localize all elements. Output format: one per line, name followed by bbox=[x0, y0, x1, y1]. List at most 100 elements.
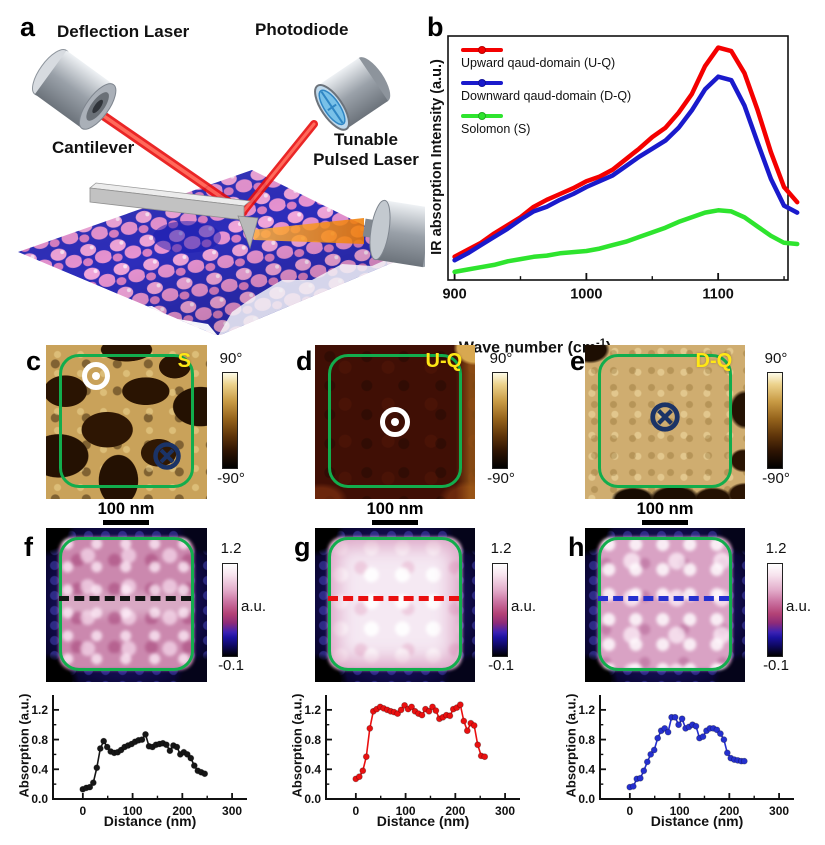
profile-chart-uq-svg: 0 100 200 300 0.0 0.4 0.8 1.2 bbox=[304, 695, 520, 818]
svg-text:1000: 1000 bbox=[570, 287, 602, 303]
pfm-image-uq: U-Q bbox=[315, 345, 475, 499]
svg-text:200: 200 bbox=[719, 804, 739, 818]
legend-line-green bbox=[461, 112, 503, 120]
panel-letter-e: e bbox=[570, 346, 586, 376]
polarization-out-icon bbox=[81, 361, 110, 390]
pfm-image-dq: D-Q bbox=[585, 345, 745, 499]
phase-colorbar-e bbox=[767, 372, 783, 469]
svg-text:900: 900 bbox=[442, 287, 466, 303]
legend-marker-red bbox=[478, 46, 486, 54]
absorption-map-uq bbox=[315, 528, 475, 682]
legend-label-uq: Upward qaud-domain (U-Q) bbox=[461, 56, 616, 70]
panel-letter-d: d bbox=[296, 346, 313, 376]
scalebar-line-e bbox=[642, 520, 688, 525]
absorption-square-h bbox=[597, 537, 733, 670]
polarization-out-icon bbox=[380, 407, 410, 437]
profile-line-f bbox=[58, 595, 191, 601]
scalebar-line-d bbox=[372, 520, 418, 525]
legend-item-s: Solomon (S) bbox=[461, 112, 631, 136]
svg-text:100: 100 bbox=[670, 804, 690, 818]
capacitor-outline-g bbox=[327, 537, 463, 672]
scalebar-e: 100 nm bbox=[620, 500, 710, 525]
tunable-pulsed-laser-label: Tunable Pulsed Laser bbox=[313, 130, 419, 169]
profile-chart-s-svg: 0 100 200 300 0.0 0.4 0.8 1.2 bbox=[31, 695, 247, 818]
phase-colorbar-c bbox=[222, 372, 238, 469]
svg-text:300: 300 bbox=[495, 804, 515, 818]
scalebar-d: 100 nm bbox=[350, 500, 440, 525]
absorption-colorbar-h bbox=[767, 563, 783, 657]
scalebar-c: 100 nm bbox=[81, 500, 171, 525]
profile-g-ylabel: Absorption (a.u.) bbox=[289, 693, 305, 798]
phase-cbar-min-c: -90° bbox=[217, 470, 245, 487]
svg-text:200: 200 bbox=[445, 804, 465, 818]
svg-text:0.0: 0.0 bbox=[31, 792, 48, 806]
sample-surface bbox=[18, 170, 418, 336]
svg-text:300: 300 bbox=[222, 804, 242, 818]
b-y-axis-label: IR absorption Intensity (a.u.) bbox=[429, 59, 445, 255]
svg-text:200: 200 bbox=[172, 804, 192, 818]
scalebar-label-d: 100 nm bbox=[366, 500, 424, 518]
svg-text:0.8: 0.8 bbox=[31, 733, 48, 747]
panel-a-schematic: Deflection Laser Photodiode Cantilever T… bbox=[12, 12, 438, 336]
svg-text:1.2: 1.2 bbox=[31, 703, 48, 717]
profile-chart-uq: 0 100 200 300 0.0 0.4 0.8 1.2 Absorption (a.u.)… bbox=[288, 692, 538, 845]
phase-cbar-max-e: 90° bbox=[764, 350, 788, 367]
capacitor-outline-h bbox=[597, 537, 733, 672]
phase-cbar-min-e: -90° bbox=[762, 470, 790, 487]
panel-letter-a: a bbox=[20, 12, 36, 42]
domain-tag-s: S bbox=[177, 349, 191, 372]
scalebar-label-c: 100 nm bbox=[97, 500, 155, 518]
svg-text:0.8: 0.8 bbox=[578, 733, 595, 747]
deflection-laser-label: Deflection Laser bbox=[57, 22, 190, 41]
pfm-image-s: S bbox=[46, 345, 207, 499]
svg-text:0: 0 bbox=[627, 804, 634, 818]
svg-text:1100: 1100 bbox=[702, 287, 733, 303]
abs-cbar-max-g: 1.2 bbox=[490, 540, 512, 557]
panel-letter-f: f bbox=[24, 532, 33, 562]
profile-g-xlabel: Distance (nm) bbox=[376, 813, 470, 829]
profile-h-xlabel: Distance (nm) bbox=[650, 813, 744, 829]
cantilever-drawing bbox=[89, 182, 259, 250]
svg-text:0.4: 0.4 bbox=[304, 762, 321, 776]
profile-f-ylabel: Absorption (a.u.) bbox=[16, 693, 32, 798]
abs-cbar-max-f: 1.2 bbox=[220, 540, 242, 557]
photodiode-label: Photodiode bbox=[255, 20, 349, 39]
svg-text:100: 100 bbox=[396, 804, 416, 818]
legend-label-s: Solomon (S) bbox=[461, 122, 531, 136]
photodiode-drawing bbox=[314, 57, 391, 131]
absorption-map-s bbox=[46, 528, 207, 682]
profile-line-h bbox=[597, 595, 729, 601]
profile-f-xlabel: Distance (nm) bbox=[103, 813, 197, 829]
profile-chart-s: 0 100 200 300 0.0 0.4 0.8 1.2 Absorption (a.u.)… bbox=[15, 692, 265, 845]
absorption-square-g bbox=[327, 537, 463, 670]
phase-cbar-max-c: 90° bbox=[219, 350, 243, 367]
panel-letter-c: c bbox=[26, 346, 42, 376]
capacitor-outline-e bbox=[597, 354, 733, 489]
profile-h-ylabel: Absorption (a.u.) bbox=[563, 693, 579, 798]
absorption-colorbar-f bbox=[222, 563, 238, 657]
legend-line-red bbox=[461, 46, 503, 54]
absorption-square-f bbox=[58, 537, 195, 670]
profile-line-g bbox=[327, 595, 459, 601]
panel-letter-h: h bbox=[568, 532, 585, 562]
svg-text:0.4: 0.4 bbox=[31, 762, 48, 776]
absorption-map-dq bbox=[585, 528, 745, 682]
deflection-laser-drawing bbox=[32, 49, 117, 130]
legend-item-dq: Downward qaud-domain (D-Q) bbox=[461, 79, 632, 103]
abs-cbar-min-g: -0.1 bbox=[488, 657, 514, 674]
abs-cbar-unit-h: a.u. bbox=[786, 598, 812, 615]
svg-text:0.0: 0.0 bbox=[304, 792, 321, 806]
ir-pulse-beam bbox=[252, 218, 364, 244]
svg-text:300: 300 bbox=[769, 804, 789, 818]
cantilever-label: Cantilever bbox=[52, 138, 135, 157]
legend-label-dq: Downward qaud-domain (D-Q) bbox=[461, 89, 632, 103]
abs-cbar-min-f: -0.1 bbox=[218, 657, 244, 674]
legend-marker-blue bbox=[478, 79, 486, 87]
svg-text:0: 0 bbox=[353, 804, 360, 818]
svg-text:0.4: 0.4 bbox=[578, 762, 595, 776]
panel-letter-b: b bbox=[427, 12, 444, 42]
scalebar-label-e: 100 nm bbox=[636, 500, 694, 518]
deflection-laser-beam bbox=[93, 107, 318, 217]
profile-chart-dq: 0 100 200 300 0.0 0.4 0.8 1.2 Absorption (a.u.)… bbox=[562, 692, 812, 845]
